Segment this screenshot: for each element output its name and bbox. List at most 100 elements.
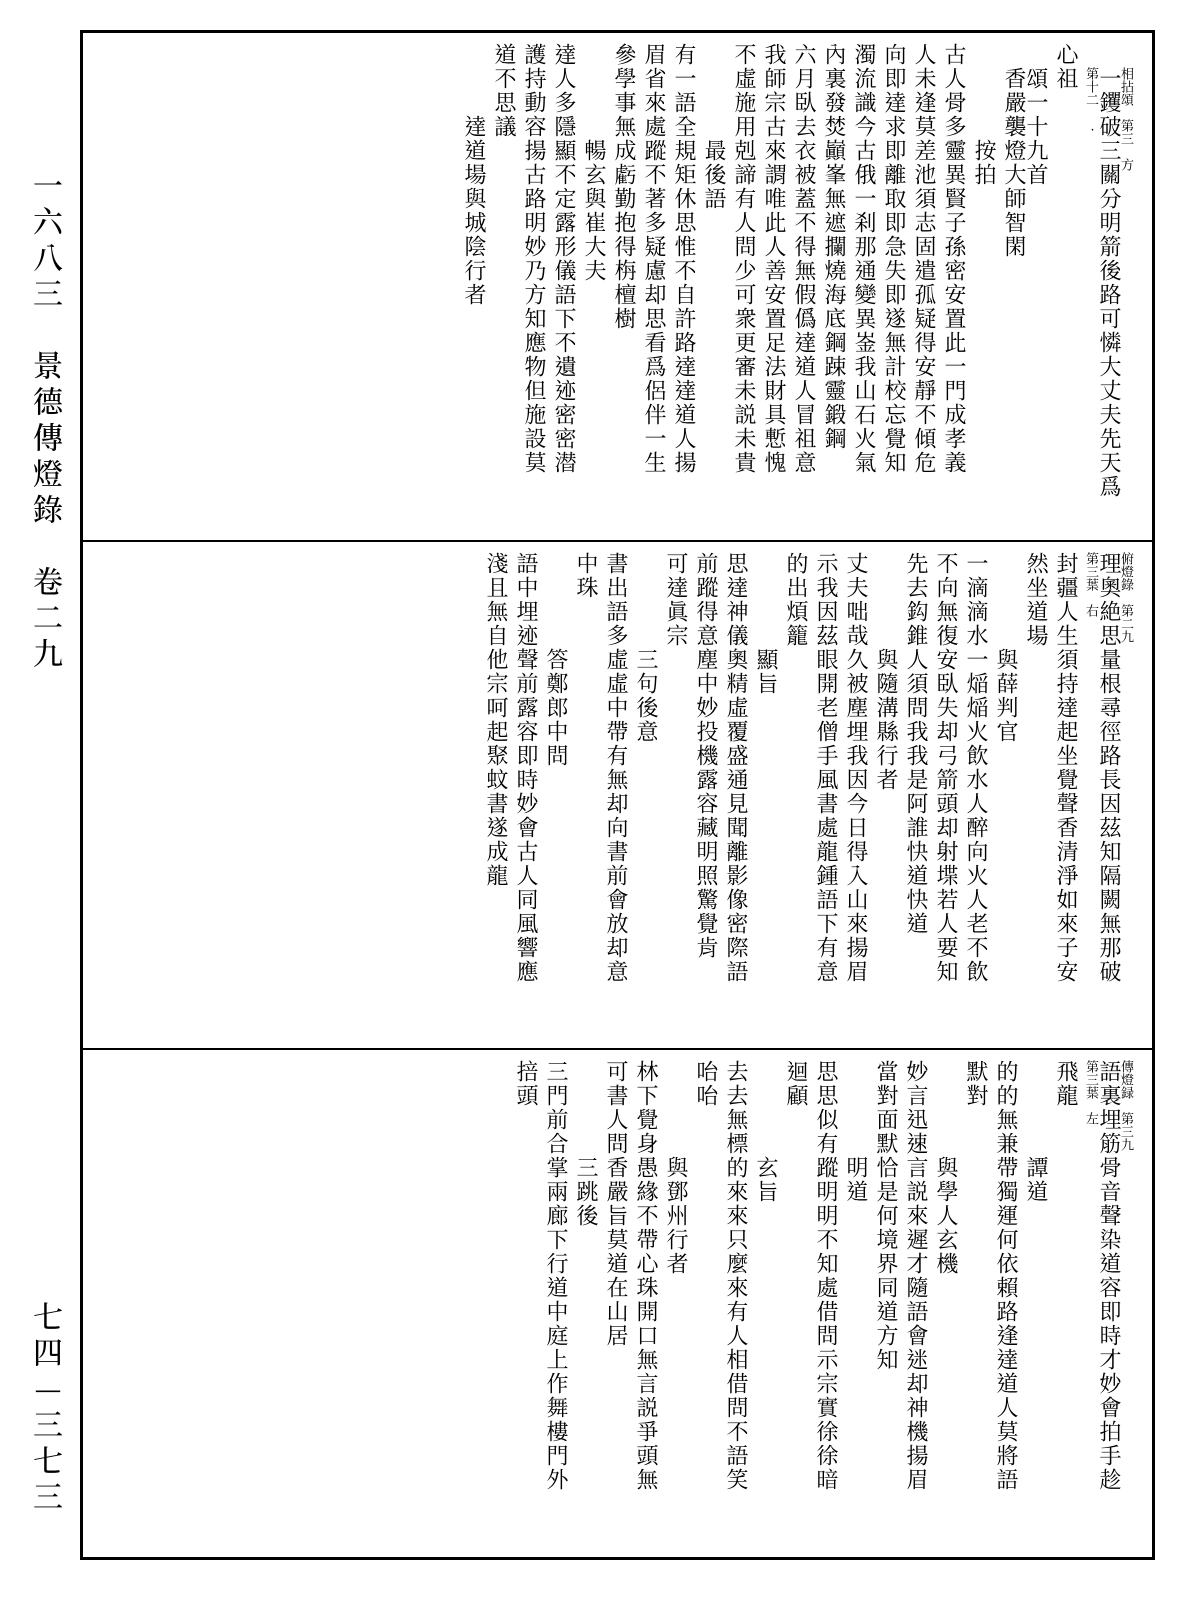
text-run: 掊頭 [516,1060,538,1547]
text-run: 然坐道場 [1026,552,1048,1039]
text-column: 玄旨 [756,1060,778,1547]
columns-bottom: 傳燈録 第三九語裏埋筋骨音聲染道容即時才妙會拍手趁第三葉 左飛龍譚道的的無兼帶獨… [516,1060,1134,1547]
text-run: 封疆人生須持達起坐覺聲香清淨如來子安 [1056,552,1078,1039]
text-column: 林下覺身愚緣不帶心珠開口無言説爭頭無 [636,1060,658,1547]
text-run: 與學人玄機 [936,1156,958,1547]
panel-middle: 俯燈錄 第二九理奧絶思量根尋徑路長因茲知隔闕無那破第三葉 右封疆人生須持達起坐覺… [83,542,1152,1051]
text-column: 我師宗古來謂唯此人善安置足法財具慙愧 [764,43,786,530]
text-column: 妙言迅速言説來遲才隨語會迷却神機揚眉 [906,1060,928,1547]
text-column: 按拍 [974,43,996,530]
text-run: 前蹤得意塵中妙投機露容藏明照驚覺肯 [696,552,718,1039]
text-run: 林下覺身愚緣不帶心珠開口無言説爭頭無 [636,1060,658,1547]
text-column: 達道場與城陰行者 [464,43,486,530]
text-column: 人未逢莫差池須志固遣孤疑得安靜不傾危 [914,43,936,530]
text-column: 去去無標的來來只麼來有人相借問不語笑 [726,1060,748,1547]
text-column: 俯燈錄 第二九理奧絶思量根尋徑路長因茲知隔闕無那破第三葉 右 [1086,552,1134,1039]
text-run: 的出煩籠 [786,552,808,1039]
text-run: 向即達求即離取即急失即遂無計校忘覺知 [884,43,906,530]
text-column: 示我因茲眼開老僧手風書處龍鍾語下有意 [816,552,838,1039]
text-column: 默對 [966,1060,988,1547]
text-column: 淺且無自他宗呵起聚蚊書遂成龍 [486,552,508,1039]
text-column: 道不思議 [494,43,516,530]
text-column: 迴顧 [786,1060,808,1547]
text-column: 暢玄與崔大夫 [584,43,606,530]
text-column: 頌一十九首香嚴襲燈大師智閑 [1004,43,1048,530]
text-column: 咍咍 [696,1060,718,1547]
text-column: 不虛施用剋諦有人問少可衆更審未説未貴 [734,43,756,530]
text-run: 明道 [846,1156,868,1547]
text-column: 傳燈録 第三九語裏埋筋骨音聲染道容即時才妙會拍手趁第三葉 左 [1086,1060,1134,1547]
text-run: 香嚴襲燈大師智閑 [1004,67,1026,530]
text-run: 妙言迅速言説來遲才隨語會迷却神機揚眉 [906,1060,928,1547]
text-run: 達道場與城陰行者 [464,115,486,530]
text-run: 先去鈎錐人須問我我是阿誰快道快道 [906,552,928,1039]
text-run: 與鄧州行者 [666,1156,688,1547]
text-run: 達人多隱顯不定露形儀語下不遺迹密密潜 [554,43,576,530]
text-run: 參學事無成虧勤抱得栴檀樹 [614,43,636,530]
text-run: 三跳後 [576,1156,598,1547]
page-frame: 相拈頌 第三 方一钁破三關分明箭後路可憐大丈夫先天爲第十二 .心祖頌一十九首香嚴… [80,30,1155,1560]
annotation: 第三葉 右 [1086,552,1099,1039]
text-run: 人未逢莫差池須志固遣孤疑得安靜不傾危 [914,43,936,530]
text-column: 飛龍 [1056,1060,1078,1547]
text-run: 三門前合掌兩廊下行道中庭上作舞樓門外 [546,1060,568,1547]
text-column: 最後語 [704,43,726,530]
text-run: 答鄭郎中問 [546,648,568,1039]
text-column: 古人骨多靈異賢子孫密安置此一門成孝義 [944,43,966,530]
text-run: 的的無兼帶獨運何依賴路逢達道人莫將語 [996,1060,1018,1547]
columns-middle: 俯燈錄 第二九理奧絶思量根尋徑路長因茲知隔闕無那破第三葉 右封疆人生須持達起坐覺… [486,552,1134,1039]
text-run: 淺且無自他宗呵起聚蚊書遂成龍 [486,552,508,1039]
text-column: 中珠 [576,552,598,1039]
text-run: 示我因茲眼開老僧手風書處龍鍾語下有意 [816,552,838,1039]
text-column: 濁流識今古俄一刹那通變異崟我山石火氣 [854,43,876,530]
text-run: 語中埋迹聲前露容即時妙會古人同風響應 [516,552,538,1039]
text-run: 濁流識今古俄一刹那通變異崟我山石火氣 [854,43,876,530]
text-run: 不虛施用剋諦有人問少可衆更審未説未貴 [734,43,756,530]
text-column: 眉省來處蹤不著多疑慮却思看爲侶伴一生 [644,43,666,530]
text-column: 六月臥去衣被蓋不得無假僞達道人冒祖意 [794,43,816,530]
text-run: 暢玄與崔大夫 [584,139,606,530]
text-run: 護持動容揚古路明妙乃方知應物但施設莫 [524,43,546,530]
text-column: 可書人問香嚴旨莫道在山居 [606,1060,628,1547]
text-run: 譚道 [1026,1156,1048,1547]
text-run: 按拍 [974,139,996,530]
text-column: 思思似有蹤明明不知處借問示宗實徐徐暗 [816,1060,838,1547]
text-column: 護持動容揚古路明妙乃方知應物但施設莫 [524,43,546,530]
text-run: 玄旨 [756,1156,778,1547]
text-column: 一滴滴水一㷔㷔火飲水人醉向火人老不飲 [966,552,988,1039]
text-run: 丈夫咄哉久被塵埋我因今日得入山來揚眉 [846,552,868,1039]
text-column: 向即達求即離取即急失即遂無計校忘覺知 [884,43,906,530]
text-column: 可達眞宗 [666,552,688,1039]
text-run: 有一語全規矩休思惟不自許路達達道人揚 [674,43,696,530]
text-run: 迴顧 [786,1060,808,1547]
text-run: 思達神儀奧精虛覆盛通見聞離影像密際語 [726,552,748,1039]
text-run: 可達眞宗 [666,552,688,1039]
text-column: 掊頭 [516,1060,538,1547]
text-run: 與隨溝縣行者 [876,648,898,1039]
text-column: 書出語多虛虛中帶有無却向書前會放却意 [606,552,628,1039]
text-column: 與學人玄機 [936,1060,958,1547]
text-column: 封疆人生須持達起坐覺聲香清淨如來子安 [1056,552,1078,1039]
text-run: 六月臥去衣被蓋不得無假僞達道人冒祖意 [794,43,816,530]
text-column: 參學事無成虧勤抱得栴檀樹 [614,43,636,530]
text-run: 眉省來處蹤不著多疑慮却思看爲侶伴一生 [644,43,666,530]
text-column: 的出煩籠 [786,552,808,1039]
columns-top: 相拈頌 第三 方一钁破三關分明箭後路可憐大丈夫先天爲第十二 .心祖頌一十九首香嚴… [464,43,1134,530]
spine: 一六八三 景德傳燈錄 卷二九 七四—三七三 [18,0,78,1607]
annotation: 第三葉 左 [1086,1060,1099,1547]
text-run: 咍咍 [696,1060,718,1547]
text-run: 當對面默恰是何境界同道方知 [876,1060,898,1547]
text-run: 最後語 [704,139,726,530]
text-column: 然坐道場 [1026,552,1048,1039]
text-column: 明道 [846,1060,868,1547]
text-column: 答鄭郎中問 [546,552,568,1039]
text-column: 前蹤得意塵中妙投機露容藏明照驚覺肯 [696,552,718,1039]
text-run: 飛龍 [1056,1060,1078,1547]
text-run: 心祖 [1056,43,1078,530]
text-column: 三句後意 [636,552,658,1039]
text-column: 的的無兼帶獨運何依賴路逢達道人莫將語 [996,1060,1018,1547]
text-column: 思達神儀奧精虛覆盛通見聞離影像密際語 [726,552,748,1039]
text-column: 與薛判官 [996,552,1018,1039]
text-column: 與鄧州行者 [666,1060,688,1547]
text-column: 丈夫咄哉久被塵埋我因今日得入山來揚眉 [846,552,868,1039]
